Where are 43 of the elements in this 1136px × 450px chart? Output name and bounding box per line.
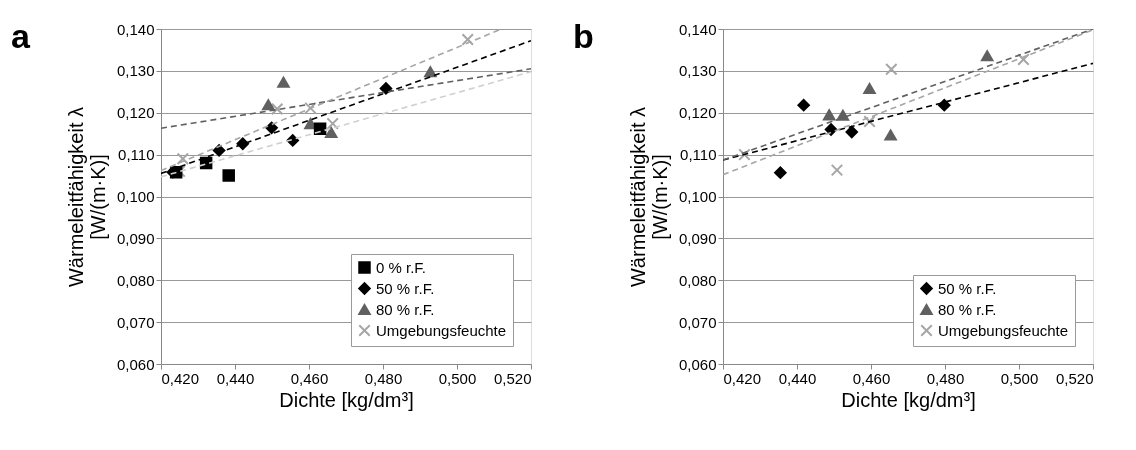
y-tick-label: 0,140 — [116, 20, 155, 38]
x-tick-label: 0,440 — [216, 369, 255, 387]
y-tick-label: 0,080 — [116, 271, 155, 289]
legend-label: Umgebungsfeuchte — [376, 321, 507, 339]
y-tick-label: 0,090 — [116, 229, 155, 247]
y-tick-label: 0,120 — [678, 104, 717, 122]
x-tick-label: 0,460 — [290, 369, 329, 387]
x-tick-label: 0,520 — [493, 369, 532, 387]
legend-label: 80 % r.F. — [938, 300, 997, 318]
x-tick-label: 0,480 — [364, 369, 403, 387]
y-tick-label: 0,060 — [116, 355, 155, 373]
x-tick-label: 0,480 — [926, 369, 965, 387]
text: a — [11, 17, 31, 55]
legend-label: 50 % r.F. — [376, 279, 435, 297]
x-tick-label: 0,460 — [852, 369, 891, 387]
y-tick-label: 0,130 — [678, 62, 717, 80]
y-tick-label: 0,100 — [678, 188, 717, 205]
x-tick-label: 0,420 — [723, 369, 762, 387]
x-tick-label: 0,500 — [438, 369, 477, 387]
x-axis-title: Dichte [kg/dm³] — [279, 388, 414, 411]
y-tick-label: 0,110 — [118, 146, 155, 164]
y-axis-title: Wärmeleitfähigkeit λ [W/(m·K)] — [626, 106, 671, 288]
x-tick-label: 0,420 — [161, 369, 200, 387]
y-tick-label: 0,130 — [116, 62, 155, 80]
y-tick-label: 0,080 — [678, 271, 717, 289]
x-tick-label: 0,520 — [1055, 369, 1094, 387]
text: b — [573, 17, 594, 55]
y-tick-label: 0,070 — [116, 313, 155, 331]
y-tick-label: 0,120 — [116, 104, 155, 122]
legend-label: Umgebungsfeuchte — [938, 321, 1069, 339]
y-tick-label: 0,110 — [680, 146, 717, 164]
y-tick-label: 0,060 — [678, 355, 717, 373]
x-tick-label: 0,500 — [1000, 369, 1039, 387]
x-axis-title: Dichte [kg/dm³] — [841, 388, 976, 411]
legend-label: 50 % r.F. — [938, 279, 997, 297]
legend-label: 80 % r.F. — [376, 300, 435, 318]
y-axis-title: Wärmeleitfähigkeit λ [W/(m·K)] — [64, 106, 109, 288]
y-tick-label: 0,070 — [678, 313, 717, 331]
x-tick-label: 0,440 — [778, 369, 817, 387]
y-tick-label: 0,100 — [116, 188, 155, 205]
legend-label: 0 % r.F. — [376, 258, 427, 276]
y-tick-label: 0,140 — [678, 20, 717, 38]
y-tick-label: 0,090 — [678, 229, 717, 247]
